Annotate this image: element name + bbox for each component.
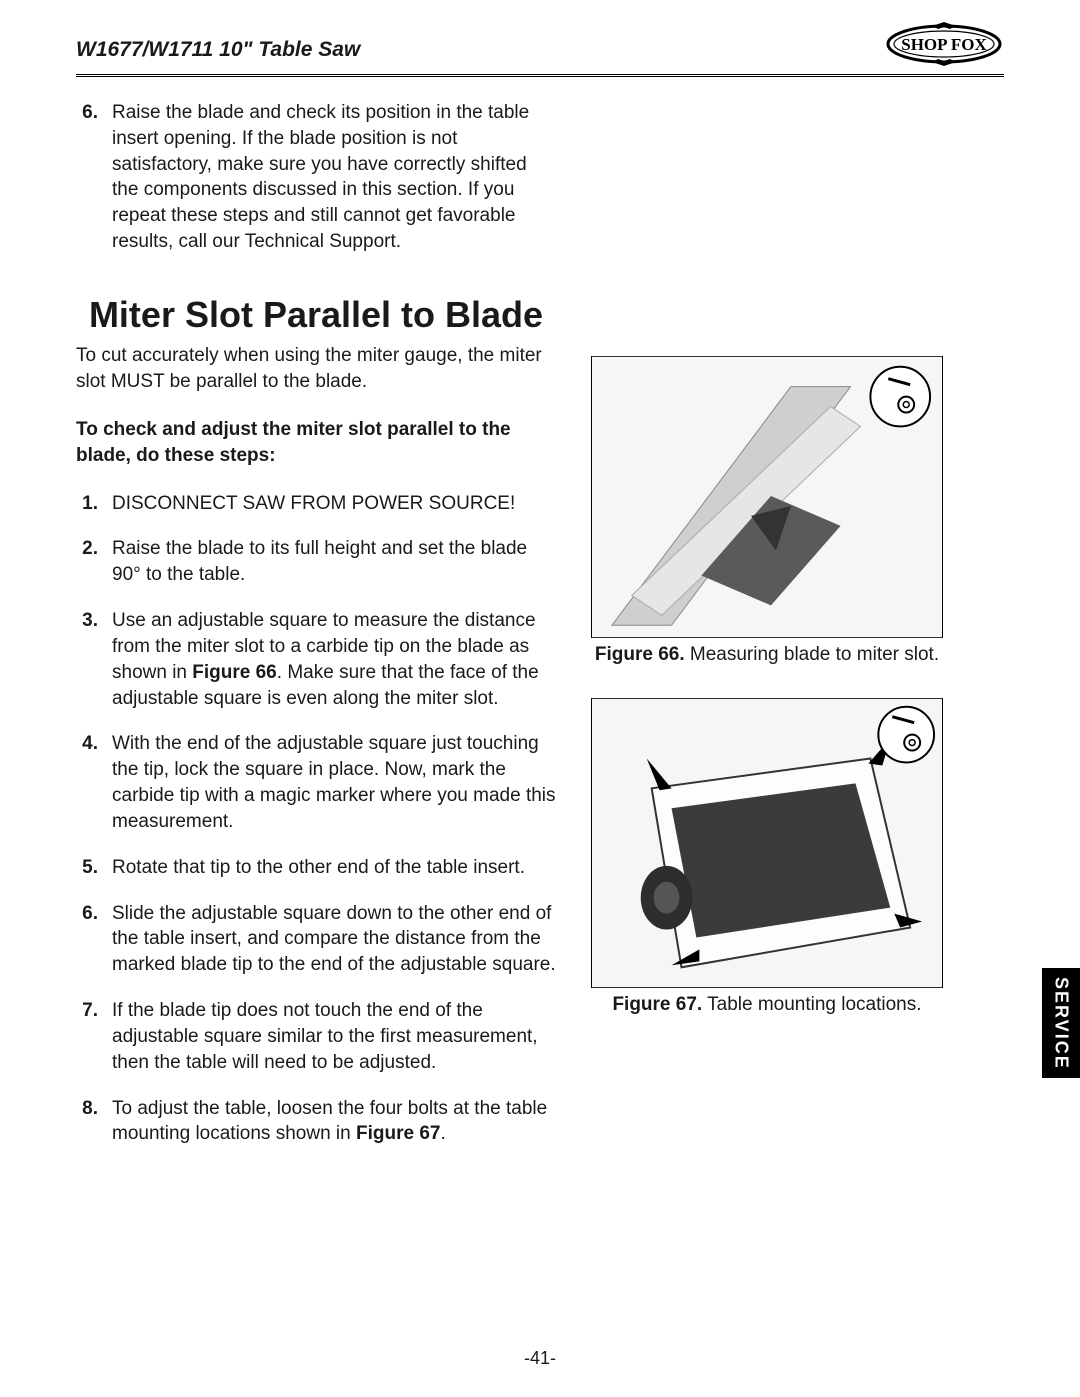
- figure-66-caption: Figure 66. Measuring blade to miter slot…: [595, 644, 939, 666]
- step-num: 6.: [76, 100, 98, 255]
- step-num: 4.: [76, 731, 98, 834]
- header-divider: [76, 74, 1004, 78]
- page-number: -41-: [0, 1348, 1080, 1369]
- service-tab: SERVICE: [1042, 968, 1080, 1078]
- right-column: Figure 66. Measuring blade to miter slot…: [586, 100, 948, 1167]
- step-text: To adjust the table, loosen the four bol…: [112, 1096, 556, 1148]
- step-num: 7.: [76, 998, 98, 1075]
- step-num: 3.: [76, 608, 98, 711]
- bold-instruction: To check and adjust the miter slot paral…: [76, 417, 556, 469]
- page-content: 6. Raise the blade and check its positio…: [76, 100, 1004, 1167]
- figure-67-caption: Figure 67. Table mounting locations.: [612, 994, 921, 1016]
- step-text: If the blade tip does not touch the end …: [112, 998, 556, 1075]
- step-text: DISCONNECT SAW FROM POWER SOURCE!: [112, 491, 556, 517]
- step-5: 5. Rotate that tip to the other end of t…: [76, 855, 556, 881]
- shopfox-logo: SHOP FOX: [884, 20, 1004, 68]
- figure-67-image: [591, 698, 943, 988]
- step-8: 8. To adjust the table, loosen the four …: [76, 1096, 556, 1148]
- step-7: 7. If the blade tip does not touch the e…: [76, 998, 556, 1075]
- step-text: Raise the blade and check its position i…: [112, 100, 556, 255]
- section-intro: To cut accurately when using the miter g…: [76, 343, 556, 395]
- left-column: 6. Raise the blade and check its positio…: [76, 100, 556, 1167]
- step-4: 4. With the end of the adjustable square…: [76, 731, 556, 834]
- section-title: Miter Slot Parallel to Blade: [76, 295, 556, 335]
- step-num: 1.: [76, 491, 98, 517]
- step-6: 6. Slide the adjustable square down to t…: [76, 901, 556, 978]
- svg-text:SHOP FOX: SHOP FOX: [901, 35, 987, 54]
- page-header: W1677/W1711 10" Table Saw SHOP FOX: [76, 20, 1004, 68]
- step-text: Slide the adjustable square down to the …: [112, 901, 556, 978]
- header-title: W1677/W1711 10" Table Saw: [76, 20, 360, 62]
- step-text: With the end of the adjustable square ju…: [112, 731, 556, 834]
- step-1: 1. DISCONNECT SAW FROM POWER SOURCE!: [76, 491, 556, 517]
- step-num: 2.: [76, 536, 98, 588]
- step-num: 6.: [76, 901, 98, 978]
- step-text: Raise the blade to its full height and s…: [112, 536, 556, 588]
- step-3: 3. Use an adjustable square to measure t…: [76, 608, 556, 711]
- top-step-6: 6. Raise the blade and check its positio…: [76, 100, 556, 255]
- figure-66-image: [591, 356, 943, 638]
- step-num: 5.: [76, 855, 98, 881]
- manual-page: W1677/W1711 10" Table Saw SHOP FOX 6. Ra…: [76, 20, 1004, 1167]
- step-2: 2. Raise the blade to its full height an…: [76, 536, 556, 588]
- step-num: 8.: [76, 1096, 98, 1148]
- step-text: Rotate that tip to the other end of the …: [112, 855, 556, 881]
- step-text: Use an adjustable square to measure the …: [112, 608, 556, 711]
